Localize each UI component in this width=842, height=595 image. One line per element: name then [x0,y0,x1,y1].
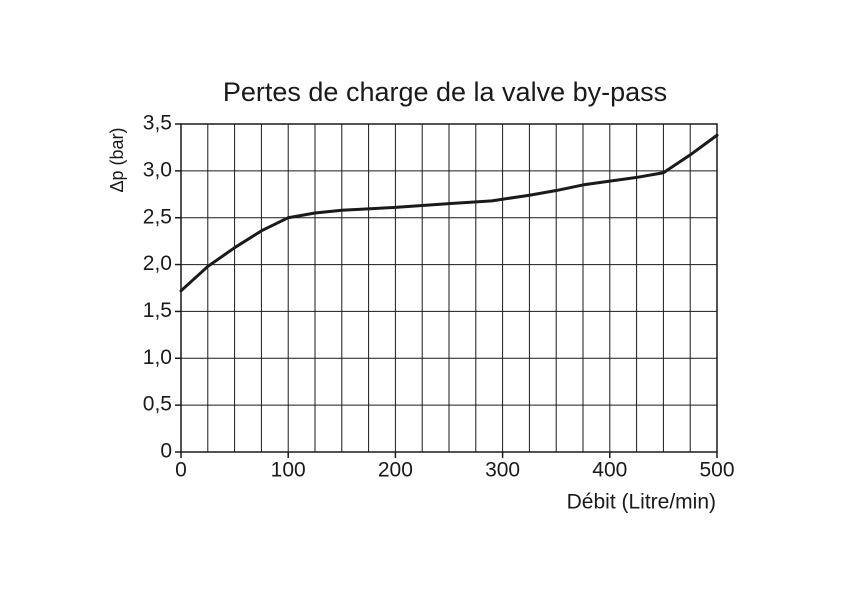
y-tick-label: 3,0 [143,158,172,181]
y-axis-label: Δp (bar) [107,127,127,192]
y-tick-label: 2,5 [143,205,172,228]
y-tick-label: 3,5 [143,112,172,135]
chart-title: Pertes de charge de la valve by-pass [223,77,667,107]
y-tick-label: 2,0 [143,252,172,275]
y-tick-label: 0,5 [143,393,172,416]
y-tick-label: 0 [160,440,172,463]
y-tick-label: 1,0 [143,346,172,369]
x-tick-label: 500 [699,459,734,482]
x-tick-label: 100 [271,459,306,482]
x-tick-label: 300 [485,459,520,482]
y-tick-label: 1,5 [143,299,172,322]
x-tick-label: 200 [378,459,413,482]
x-tick-label: 400 [592,459,627,482]
x-tick-label: 0 [175,459,187,482]
x-axis-label: Débit (Litre/min) [567,491,716,514]
plot-frame [180,123,718,453]
data-line [179,133,719,293]
